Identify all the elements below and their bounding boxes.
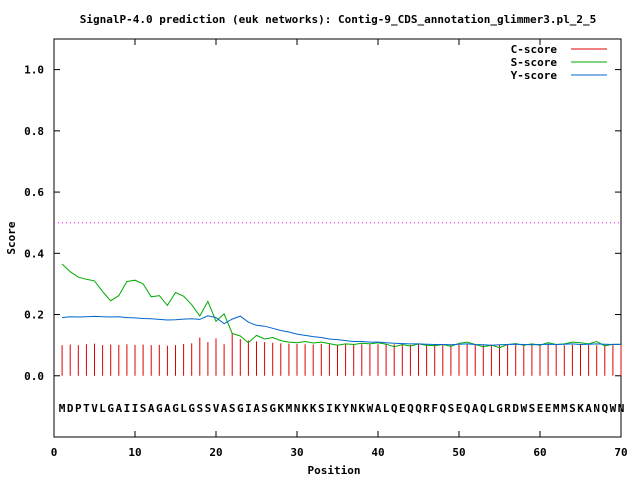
sequence-residue: I [124,402,131,415]
sequence-residue: L [99,402,106,415]
sequence-residue: D [512,402,519,415]
sequence-residue: I [326,402,333,415]
y-tick-label: 0.2 [24,309,44,322]
sequence-residue: I [132,402,139,415]
sequence-residue: E [399,402,406,415]
s-score-line [61,263,622,349]
sequence-residue: S [261,402,268,415]
sequence-residue: K [310,402,317,415]
sequence-residue: M [286,402,293,415]
sequence-residue: S [196,402,203,415]
sequence-residue: G [496,402,503,415]
sequence-residue: S [318,402,325,415]
sequence-residue: S [140,402,147,415]
sequence-residue: L [488,402,495,415]
sequence-residue: S [569,402,576,415]
sequence-residue: N [294,402,301,415]
plot-frame [53,38,622,438]
sequence-residue: P [75,402,82,415]
y-tick-label: 1.0 [24,64,44,77]
sequence-residue: K [334,402,341,415]
sequence-residue: I [245,402,252,415]
sequence-residue: A [148,402,155,415]
x-tick-label: 20 [209,446,222,459]
sequence-residue: E [537,402,544,415]
y-tick-label: 0.8 [24,125,44,138]
x-tick-label: 70 [614,446,627,459]
sequence-residue: N [593,402,600,415]
sequence-residue: G [269,402,276,415]
sequence-residue: A [375,402,382,415]
sequence-residue: S [229,402,236,415]
sequence-residue: K [302,402,309,415]
x-tick-label: 30 [290,446,303,459]
sequence-residue: R [504,402,511,415]
sequence-residue: G [156,402,163,415]
sequence-residue: Q [391,402,398,415]
y-tick-label: 0.4 [24,247,44,260]
y-score-line [62,315,622,346]
sequence-residue: M [59,402,66,415]
sequence-residue: Q [601,402,608,415]
sequence-residue: R [423,402,430,415]
x-tick-label: 40 [371,446,384,459]
sequence-residue: W [520,402,527,415]
sequence-residue: Y [342,402,349,415]
sequence-residue: K [358,402,365,415]
sequence-residue: Q [464,402,471,415]
sequence-residue: W [610,402,617,415]
legend-label: C-score [511,43,558,56]
x-tick-label: 60 [533,446,546,459]
sequence-residue: N [350,402,357,415]
sequence-residue: A [585,402,592,415]
sequence-residue: Q [407,402,414,415]
sequence-residue: L [383,402,390,415]
x-axis-label: Position [308,464,361,477]
sequence-residue: S [448,402,455,415]
sequence-residue: M [553,402,560,415]
sequence-residue: V [91,402,98,415]
sequence-residue: D [67,402,74,415]
sequence-residue: T [83,402,90,415]
sequence-residue: L [180,402,187,415]
sequence-residue: F [431,402,438,415]
sequence-residue: G [172,402,179,415]
sequence-residue: V [213,402,220,415]
sequence-residue: S [205,402,212,415]
sequence-residue: K [577,402,584,415]
sequence-residue: G [237,402,244,415]
sequence-residue: E [545,402,552,415]
sequence-residue: E [456,402,463,415]
sequence-residue: Q [415,402,422,415]
sequence-residue: W [367,402,374,415]
x-tick-label: 10 [128,446,141,459]
sequence-residue: K [277,402,284,415]
sequence-residue: Q [439,402,446,415]
sequence-residue: S [529,402,536,415]
chart-title: SignalP-4.0 prediction (euk networks): C… [80,13,597,26]
legend-label: Y-score [511,69,558,82]
x-tick-label: 0 [51,446,58,459]
y-tick-label: 0.6 [24,186,44,199]
sequence-residue: G [107,402,114,415]
sequence-residue: Q [480,402,487,415]
y-axis-label: Score [5,221,18,254]
sequence-residue: G [188,402,195,415]
sequence-residue: A [472,402,479,415]
sequence-residue: A [221,402,228,415]
sequence-residue: A [115,402,122,415]
sequence-residue: A [253,402,260,415]
sequence-residue: A [164,402,171,415]
legend-label: S-score [511,56,558,69]
sequence-residue: N [618,402,625,415]
x-tick-label: 50 [452,446,465,459]
sequence-residue: M [561,402,568,415]
y-tick-label: 0.0 [24,370,44,383]
